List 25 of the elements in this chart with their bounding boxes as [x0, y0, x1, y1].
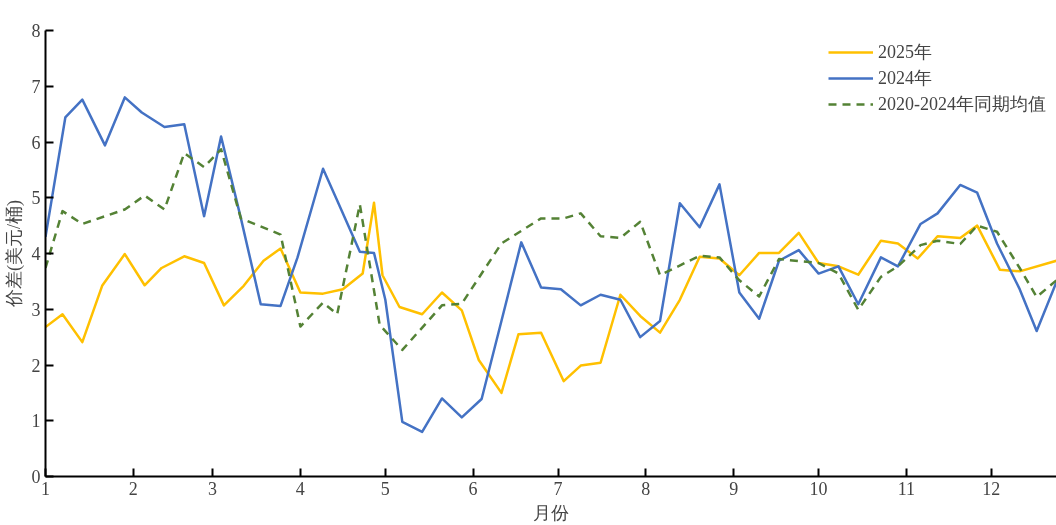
x-tick-label: 10 — [809, 478, 828, 499]
legend-label: 2020-2024年同期均值 — [878, 93, 1046, 116]
x-tick-label: 2 — [128, 478, 138, 499]
y-tick-label: 4 — [31, 244, 41, 264]
x-axis-title: 月份 — [533, 502, 569, 523]
legend-label: 2024年 — [878, 67, 932, 90]
x-tick-label: 12 — [982, 478, 1001, 499]
x-tick-label: 5 — [380, 478, 390, 499]
x-tick-label: 4 — [295, 478, 305, 499]
x-tick-label: 9 — [729, 478, 739, 499]
y-tick-label: 1 — [31, 411, 41, 432]
y-tick-label: 5 — [31, 188, 41, 209]
x-tick-label: 3 — [208, 478, 218, 499]
y-axis-title: 价差(美元/桶) — [3, 199, 25, 308]
legend-label: 2025年 — [878, 41, 932, 64]
x-tick-label: 11 — [897, 478, 916, 499]
x-tick-label: 6 — [468, 478, 478, 499]
y-tick-label: 8 — [31, 21, 41, 41]
x-tick-label: 7 — [553, 478, 563, 499]
y-tick-label: 2 — [31, 355, 41, 376]
y-tick-label: 3 — [31, 299, 41, 320]
x-tick-label: 8 — [641, 478, 651, 499]
y-tick-label: 0 — [31, 467, 41, 487]
y-tick-label: 7 — [31, 76, 41, 97]
y-tick-label: 6 — [31, 132, 41, 153]
